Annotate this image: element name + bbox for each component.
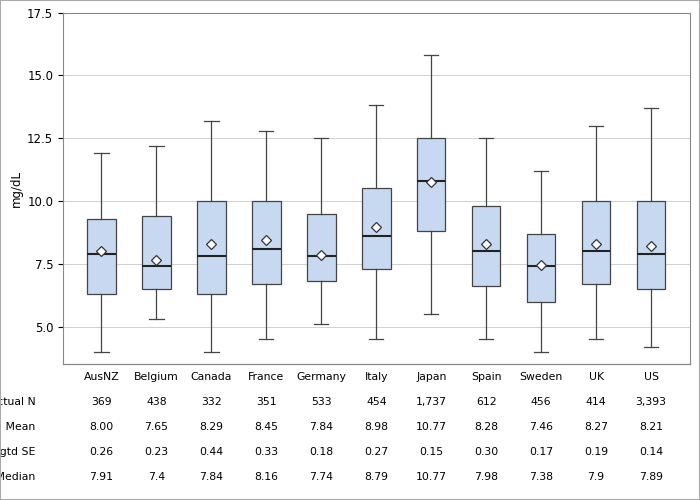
Y-axis label: mg/dL: mg/dL	[10, 170, 23, 207]
PathPatch shape	[637, 201, 665, 289]
Text: 414: 414	[586, 397, 606, 407]
Text: 7.38: 7.38	[529, 472, 553, 482]
PathPatch shape	[582, 201, 610, 284]
PathPatch shape	[527, 234, 555, 302]
PathPatch shape	[472, 206, 500, 286]
Text: 1,737: 1,737	[416, 397, 447, 407]
Text: Spain: Spain	[471, 372, 501, 382]
Text: 456: 456	[531, 397, 552, 407]
Text: Canada: Canada	[190, 372, 232, 382]
Text: 7.65: 7.65	[144, 422, 169, 432]
PathPatch shape	[362, 188, 391, 269]
Text: 454: 454	[366, 397, 386, 407]
Text: 7.46: 7.46	[529, 422, 553, 432]
Text: France: France	[248, 372, 284, 382]
Text: 0.17: 0.17	[529, 448, 553, 458]
Text: Actual N: Actual N	[0, 397, 36, 407]
PathPatch shape	[252, 201, 281, 284]
Text: Sweden: Sweden	[519, 372, 563, 382]
Text: UK: UK	[589, 372, 603, 382]
Text: Wgtd SE: Wgtd SE	[0, 448, 36, 458]
Text: 0.19: 0.19	[584, 448, 608, 458]
Text: 332: 332	[201, 397, 222, 407]
Text: 7.98: 7.98	[474, 472, 498, 482]
Text: 7.4: 7.4	[148, 472, 165, 482]
Text: 8.16: 8.16	[254, 472, 279, 482]
Text: 0.30: 0.30	[474, 448, 498, 458]
Text: 8.00: 8.00	[90, 422, 113, 432]
Text: AusNZ: AusNZ	[83, 372, 119, 382]
Text: 612: 612	[476, 397, 496, 407]
Text: 8.27: 8.27	[584, 422, 608, 432]
Text: Belgium: Belgium	[134, 372, 178, 382]
Text: 10.77: 10.77	[416, 422, 447, 432]
Text: 0.23: 0.23	[144, 448, 169, 458]
Text: US: US	[643, 372, 659, 382]
Text: Wgtd Mean: Wgtd Mean	[0, 422, 36, 432]
Text: 8.79: 8.79	[364, 472, 388, 482]
Text: 8.28: 8.28	[474, 422, 498, 432]
Text: Germany: Germany	[296, 372, 346, 382]
Text: 7.84: 7.84	[199, 472, 223, 482]
Text: 0.33: 0.33	[254, 448, 279, 458]
Text: Japan: Japan	[416, 372, 447, 382]
Text: 0.18: 0.18	[309, 448, 333, 458]
Text: 0.14: 0.14	[639, 448, 663, 458]
Text: 7.9: 7.9	[587, 472, 605, 482]
Text: 438: 438	[146, 397, 167, 407]
Text: Italy: Italy	[365, 372, 388, 382]
Text: 0.27: 0.27	[364, 448, 388, 458]
Text: 7.89: 7.89	[639, 472, 663, 482]
Text: 3,393: 3,393	[636, 397, 666, 407]
PathPatch shape	[197, 201, 225, 294]
Text: 7.84: 7.84	[309, 422, 333, 432]
Text: 8.29: 8.29	[199, 422, 223, 432]
Text: 10.77: 10.77	[416, 472, 447, 482]
Text: 369: 369	[91, 397, 112, 407]
Text: 8.45: 8.45	[254, 422, 279, 432]
Text: 351: 351	[256, 397, 276, 407]
Text: Wgtd Median: Wgtd Median	[0, 472, 36, 482]
Text: 0.15: 0.15	[419, 448, 443, 458]
Text: 8.21: 8.21	[639, 422, 663, 432]
PathPatch shape	[88, 218, 116, 294]
Text: 7.91: 7.91	[90, 472, 113, 482]
PathPatch shape	[142, 216, 171, 289]
Text: 8.98: 8.98	[364, 422, 388, 432]
PathPatch shape	[307, 214, 335, 282]
Text: 7.74: 7.74	[309, 472, 333, 482]
Text: 0.26: 0.26	[90, 448, 113, 458]
Text: 0.44: 0.44	[199, 448, 223, 458]
Text: 533: 533	[311, 397, 332, 407]
PathPatch shape	[417, 138, 445, 231]
